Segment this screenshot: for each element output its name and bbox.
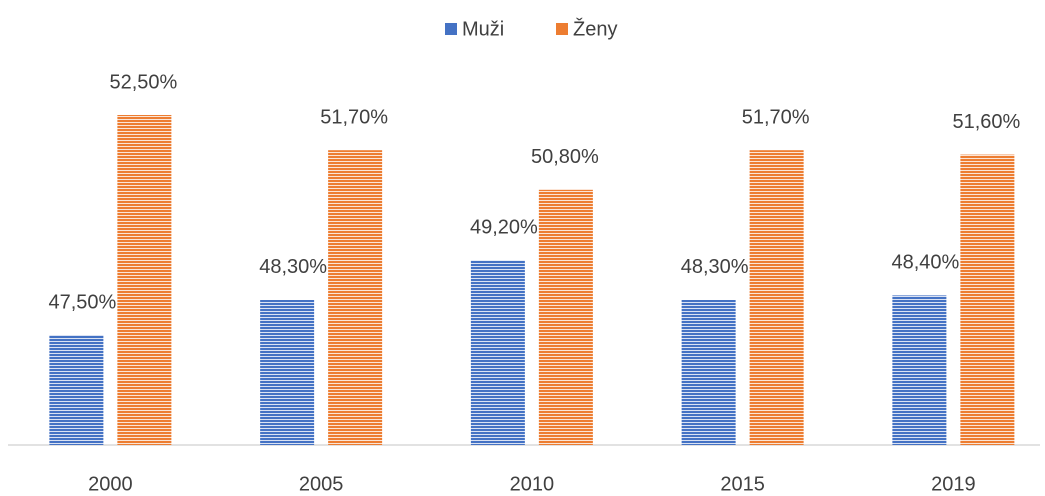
bar [260, 299, 315, 445]
data-label: 51,60% [952, 111, 1020, 133]
bar [960, 154, 1015, 445]
data-label: 49,20% [470, 216, 538, 238]
x-tick-label: 2015 [720, 473, 765, 495]
legend-label: Ženy [573, 17, 617, 40]
bar [49, 335, 104, 445]
data-label: 47,50% [48, 291, 116, 313]
bar [892, 295, 947, 445]
bar [117, 115, 172, 445]
x-tick-label: 2010 [510, 473, 555, 495]
data-label: 48,40% [891, 252, 959, 274]
legend-swatch [445, 23, 457, 35]
x-tick-label: 2000 [88, 473, 133, 495]
data-label: 51,70% [742, 106, 810, 128]
bar [749, 150, 804, 445]
data-label: 51,70% [320, 106, 388, 128]
data-label: 50,80% [531, 146, 599, 168]
x-tick-label: 2005 [299, 473, 344, 495]
legend-swatch [556, 23, 568, 35]
x-tick-label: 2019 [931, 473, 976, 495]
legend-label: Muži [462, 18, 504, 40]
bar [538, 189, 593, 445]
bar [328, 150, 383, 445]
data-label: 48,30% [259, 256, 327, 278]
bar [681, 299, 736, 445]
data-label: 48,30% [681, 256, 749, 278]
data-label: 52,50% [109, 71, 177, 93]
bar [470, 260, 525, 445]
